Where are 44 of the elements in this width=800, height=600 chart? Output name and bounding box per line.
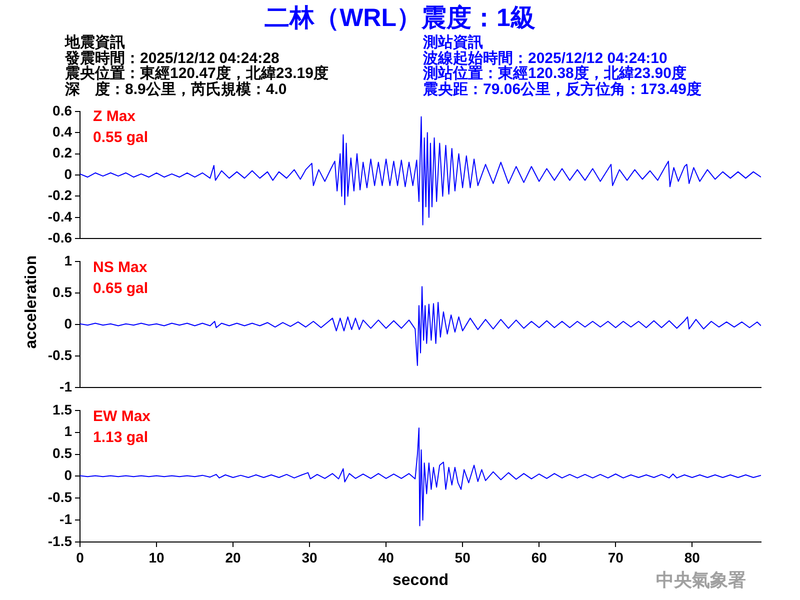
y-tick-label: -0.5 (48, 346, 72, 363)
text: 測站位置：東經120.38度，北緯23.90度 (423, 65, 686, 82)
y-tick-label: -1.5 (48, 532, 72, 549)
annotation: 1.13 gal (93, 429, 148, 447)
x-tick-label: 40 (378, 549, 394, 566)
y-tick-label: 0 (64, 467, 72, 484)
x-tick-label: 70 (608, 549, 624, 566)
x-tick-label: 30 (302, 549, 318, 566)
y-tick-label: 0.2 (52, 144, 72, 161)
x-tick-label: 0 (76, 549, 84, 566)
y-tick-label: -0.6 (48, 229, 72, 246)
y-tick-label: -1 (60, 510, 72, 527)
annotation: 0.65 gal (93, 280, 148, 298)
text: 震央位置：東經120.47度，北緯23.19度 (65, 65, 328, 82)
text: 地震資訊 (65, 34, 125, 51)
y-tick-label: 0.4 (52, 123, 72, 140)
annotation: Z Max (93, 108, 136, 126)
x-axis-title: second (392, 572, 449, 589)
y-tick-label: -0.5 (48, 488, 72, 505)
y-tick-label: 0 (64, 315, 72, 332)
x-tick-label: 20 (225, 549, 242, 566)
annotation: NS Max (93, 259, 148, 277)
y-tick-label: -0.2 (48, 187, 72, 204)
y-tick-label: -1 (60, 378, 72, 394)
y-tick-label: -0.4 (48, 208, 72, 224)
text: 震央距：79.06公里，反方位角：173.49度 (423, 81, 702, 98)
chart-title: 二林（WRL）震度：1級 (264, 3, 536, 33)
x-tick-label: 60 (531, 549, 548, 566)
y-tick-label: 0 (64, 166, 72, 182)
y-axis-title: acceleration (23, 255, 41, 349)
text: 測站資訊 (423, 34, 483, 51)
annotation: EW Max (93, 408, 151, 426)
annotation: 0.55 gal (93, 129, 148, 147)
y-tick-label: 0.6 (52, 102, 72, 118)
text: 深 度：8.9公里，芮氏規模：4.0 (65, 81, 287, 98)
y-tick-label: 1 (64, 423, 72, 440)
y-tick-label: 0.5 (52, 284, 72, 300)
y-tick-label: 1.5 (52, 401, 72, 418)
x-tick-label: 10 (148, 549, 165, 566)
x-tick-label: 80 (684, 549, 700, 566)
y-tick-label: 0.5 (52, 445, 72, 462)
text: 中央氣象署 (656, 570, 746, 590)
x-tick-label: 50 (454, 549, 471, 566)
y-tick-label: 1 (64, 252, 72, 268)
